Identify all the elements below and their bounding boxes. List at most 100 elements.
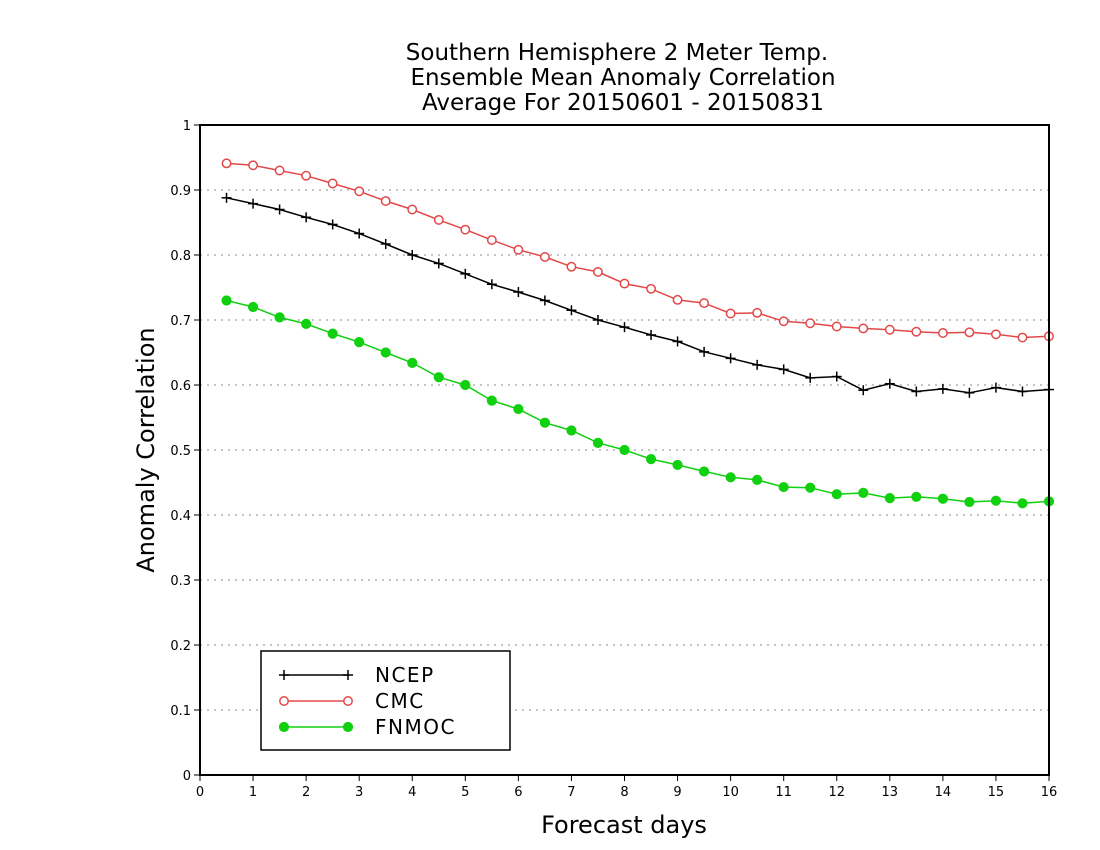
x-tick-label: 7: [567, 785, 575, 800]
point-cmc: [778, 316, 789, 327]
x-tick-label: 0: [196, 785, 204, 800]
series-fnmoc: [221, 295, 1055, 509]
point-cmc: [646, 283, 656, 294]
point-cmc: [539, 252, 550, 262]
point-cmc: [460, 224, 471, 235]
point-ncep: [354, 228, 365, 239]
x-tick-label: 9: [673, 785, 681, 800]
point-ncep: [380, 238, 391, 249]
y-tick-label: 0.3: [170, 574, 191, 589]
point-ncep: [1017, 386, 1028, 397]
x-tick-label: 11: [775, 785, 792, 800]
x-axis-ticks: 0 1 2 3 4 5 6 7 8 9 10 11 12 13 14 15 16: [196, 775, 1057, 800]
point-cmc: [619, 278, 630, 289]
point-ncep: [301, 212, 312, 223]
legend-item-ncep: NCEP: [279, 663, 433, 687]
point-cmc: [725, 308, 736, 319]
point-ncep: [725, 353, 736, 364]
point-fnmoc: [433, 372, 444, 383]
point-ncep: [274, 204, 285, 215]
x-tick-label: 1: [249, 785, 257, 800]
point-ncep: [433, 258, 444, 269]
legend-marker: [343, 670, 353, 680]
point-ncep: [937, 383, 948, 394]
point-ncep: [460, 268, 471, 279]
point-fnmoc: [539, 417, 551, 428]
x-tick-label: 6: [514, 785, 522, 800]
point-fnmoc: [460, 379, 471, 391]
point-fnmoc: [752, 474, 763, 485]
y-tick-label: 0.2: [170, 639, 191, 654]
y-tick-label: 0.7: [170, 314, 191, 329]
chart-title-line-3: Average For 20150601 - 20150831: [422, 90, 824, 116]
point-fnmoc: [513, 403, 524, 415]
point-cmc: [354, 186, 365, 197]
point-ncep: [619, 322, 630, 333]
point-cmc: [407, 204, 418, 215]
point-ncep: [539, 295, 550, 306]
point-cmc: [911, 326, 922, 337]
point-cmc: [301, 170, 312, 181]
point-ncep: [805, 372, 816, 383]
y-tick-label: 0.6: [170, 379, 191, 394]
point-fnmoc: [990, 495, 1002, 506]
series-line-cmc: [226, 162, 1050, 339]
series-cmc: [221, 158, 1054, 343]
point-fnmoc: [964, 496, 975, 508]
point-cmc: [672, 294, 683, 305]
x-tick-label: 16: [1041, 785, 1058, 800]
series-line-ncep: [226, 197, 1050, 394]
legend-marker: [279, 696, 289, 706]
point-cmc: [221, 158, 232, 169]
point-ncep: [221, 192, 232, 203]
legend-marker: [343, 696, 353, 706]
point-ncep: [778, 364, 789, 375]
point-cmc: [858, 323, 869, 334]
point-ncep: [566, 305, 577, 316]
point-ncep: [486, 279, 497, 290]
point-ncep: [646, 329, 657, 340]
x-tick-label: 8: [620, 785, 628, 800]
x-tick-label: 2: [302, 785, 310, 800]
x-tick-label: 13: [882, 785, 899, 800]
plot-frame: [199, 124, 1050, 776]
point-cmc: [752, 307, 763, 318]
point-fnmoc: [698, 466, 710, 477]
point-cmc: [380, 196, 391, 207]
point-ncep: [884, 378, 895, 389]
x-tick-label: 3: [355, 785, 363, 800]
point-fnmoc: [937, 493, 948, 504]
point-cmc: [1017, 332, 1028, 343]
chart-title-line-2: Ensemble Mean Anomaly Correlation: [410, 65, 835, 91]
point-cmc: [990, 329, 1001, 340]
x-axis-label: Forecast days: [541, 811, 707, 839]
point-cmc: [433, 214, 444, 225]
point-cmc: [593, 266, 603, 277]
point-ncep: [327, 219, 338, 230]
point-fnmoc: [1017, 498, 1028, 509]
point-fnmoc: [354, 337, 365, 348]
y-axis-ticks: 0 0.1 0.2 0.3 0.4 0.5 0.6 0.7 0.8 0.9 1: [170, 119, 200, 784]
point-ncep: [592, 315, 603, 325]
point-fnmoc: [858, 487, 869, 498]
point-cmc: [699, 298, 710, 309]
point-cmc: [884, 324, 895, 335]
legend-marker: [279, 670, 289, 680]
point-fnmoc: [327, 328, 338, 339]
point-ncep: [964, 387, 975, 398]
point-ncep: [513, 287, 524, 298]
point-ncep: [990, 382, 1001, 393]
x-tick-label: 10: [722, 785, 739, 800]
point-cmc: [566, 261, 577, 272]
point-fnmoc: [645, 454, 657, 465]
point-fnmoc: [672, 459, 683, 471]
point-ncep: [911, 386, 922, 397]
point-fnmoc: [407, 357, 418, 368]
point-cmc: [805, 318, 816, 329]
point-fnmoc: [831, 489, 842, 500]
point-cmc: [964, 327, 975, 338]
point-ncep: [407, 250, 418, 260]
y-tick-label: 0: [183, 769, 191, 784]
